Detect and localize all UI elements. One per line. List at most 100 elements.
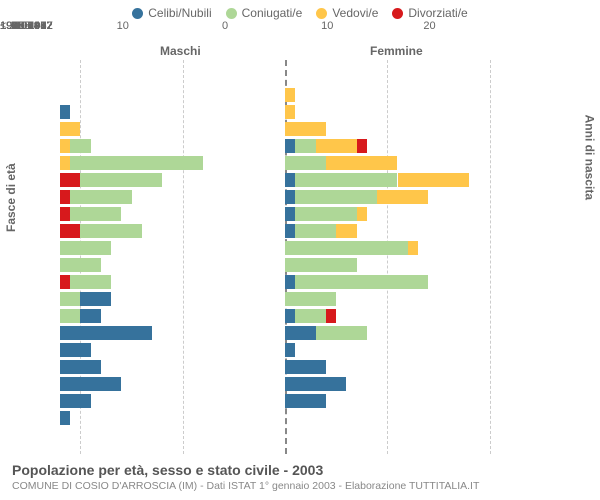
pyramid-row <box>60 291 510 307</box>
pyramid-row <box>60 393 510 409</box>
legend-item: Coniugati/e <box>226 6 303 20</box>
bar-segment-male <box>60 343 91 357</box>
pyramid-row <box>60 155 510 171</box>
bar-segment-female <box>336 224 356 238</box>
bar-segment-male <box>60 377 121 391</box>
bar-segment-male <box>60 190 132 204</box>
bar-segment-female <box>285 156 326 170</box>
pyramid-row <box>60 325 510 341</box>
bar-segment-male <box>60 411 70 425</box>
x-tick: 20 <box>14 20 26 32</box>
bar-segment-female <box>295 190 377 204</box>
bar-segment-female <box>285 207 295 221</box>
bar-segment-female <box>285 139 295 153</box>
bar-segment-female <box>326 309 336 323</box>
legend-swatch <box>392 8 403 19</box>
legend-item: Divorziati/e <box>392 6 467 20</box>
bar-segment-female <box>398 173 470 187</box>
bar-segment-female <box>408 241 418 255</box>
legend: Celibi/Nubili Coniugati/e Vedovi/e Divorzia… <box>0 0 600 20</box>
bar-segment-male <box>60 105 70 119</box>
birth-label: 1998-2002 <box>0 20 70 32</box>
bar-segment-female <box>285 241 408 255</box>
pyramid-row <box>60 172 510 188</box>
bar-segment-female <box>285 394 326 408</box>
bar-segment-male <box>60 207 70 221</box>
pyramid-row <box>60 376 510 392</box>
legend-item: Celibi/Nubili <box>132 6 211 20</box>
bar-segment-female <box>357 207 367 221</box>
bar-segment-female <box>357 139 367 153</box>
pyramid-row <box>60 104 510 120</box>
bar-segment-female <box>285 343 295 357</box>
bar-segment-female <box>285 190 295 204</box>
bar-segment-male <box>60 275 70 289</box>
pyramid-row <box>60 70 510 86</box>
legend-item: Vedovi/e <box>316 6 378 20</box>
pyramid-row <box>60 410 510 426</box>
bar-segment-female <box>295 309 326 323</box>
legend-label: Coniugati/e <box>242 6 303 20</box>
bar-segment-female <box>295 139 315 153</box>
bar-segment-male <box>60 309 80 323</box>
x-tick: 0 <box>222 20 228 32</box>
x-tick: 10 <box>117 20 129 32</box>
pyramid-row <box>60 223 510 239</box>
bar-segment-male <box>60 241 111 255</box>
bar-segment-male <box>60 156 70 170</box>
pyramid-row <box>60 121 510 137</box>
chart-subtitle: COMUNE DI COSIO D'ARROSCIA (IM) - Dati I… <box>12 480 479 492</box>
left-axis-title: Fasce di età <box>4 163 18 232</box>
bar-segment-male <box>60 394 91 408</box>
legend-label: Celibi/Nubili <box>148 6 211 20</box>
male-header: Maschi <box>160 44 201 58</box>
bar-segment-female <box>377 190 428 204</box>
bar-segment-female <box>285 224 295 238</box>
bar-segment-male <box>60 258 101 272</box>
bar-segment-male <box>60 122 80 136</box>
pyramid-row <box>60 189 510 205</box>
pyramid-row <box>60 87 510 103</box>
legend-swatch <box>226 8 237 19</box>
bar-segment-male <box>60 326 152 340</box>
legend-label: Divorziati/e <box>408 6 467 20</box>
bar-segment-male <box>60 292 80 306</box>
bar-segment-male <box>60 139 70 153</box>
legend-label: Vedovi/e <box>332 6 378 20</box>
right-axis-title: Anni di nascita <box>582 115 596 200</box>
pyramid-row <box>60 308 510 324</box>
bar-segment-female <box>285 258 357 272</box>
bar-segment-female <box>285 173 295 187</box>
bar-segment-female <box>285 292 336 306</box>
bar-segment-female <box>295 207 356 221</box>
bar-segment-female <box>285 377 346 391</box>
bar-segment-male <box>60 173 80 187</box>
legend-swatch <box>132 8 143 19</box>
female-header: Femmine <box>370 44 423 58</box>
chart-title: Popolazione per età, sesso e stato civil… <box>12 462 479 478</box>
x-tick: 20 <box>423 20 435 32</box>
pyramid-row <box>60 206 510 222</box>
bar-segment-female <box>316 326 367 340</box>
bar-segment-female <box>316 139 357 153</box>
pyramid-row <box>60 240 510 256</box>
pyramid-row <box>60 138 510 154</box>
bar-segment-female <box>295 275 428 289</box>
bar-segment-female <box>285 105 295 119</box>
bar-segment-female <box>285 326 316 340</box>
bar-segment-male <box>60 190 70 204</box>
pyramid-row <box>60 359 510 375</box>
bar-segment-female <box>285 122 326 136</box>
bar-segment-female <box>326 156 398 170</box>
bar-segment-female <box>295 224 336 238</box>
footer: Popolazione per età, sesso e stato civil… <box>12 462 479 492</box>
bar-segment-male <box>60 360 101 374</box>
bar-segment-male <box>60 224 80 238</box>
pyramid-row <box>60 274 510 290</box>
bar-segment-female <box>285 88 295 102</box>
bar-segment-female <box>285 360 326 374</box>
bar-segment-male <box>60 156 203 170</box>
pyramid-row <box>60 257 510 273</box>
bar-segment-female <box>285 275 295 289</box>
plot-area <box>60 60 510 454</box>
